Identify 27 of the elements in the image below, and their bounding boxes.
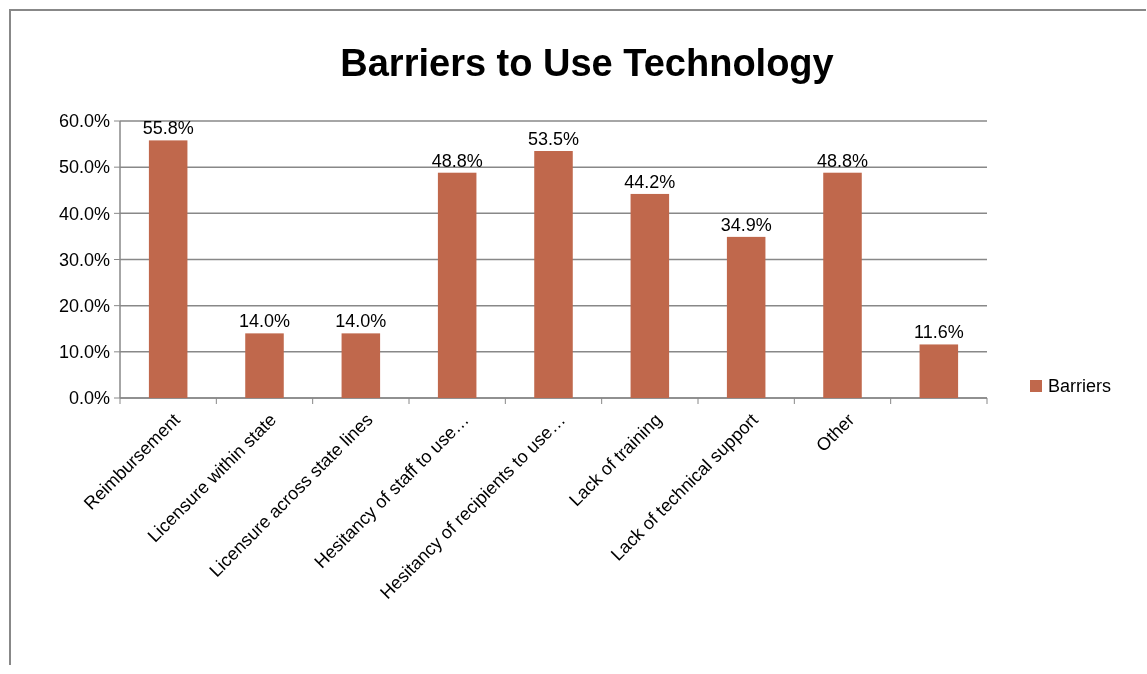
y-tick-label: 30.0% <box>58 249 110 270</box>
legend-label: Barriers <box>1048 376 1112 397</box>
bar <box>534 151 573 398</box>
data-label: 14.0% <box>238 311 291 332</box>
bar <box>245 333 284 398</box>
data-label: 34.9% <box>720 214 772 235</box>
y-tick-label: 10.0% <box>58 342 110 363</box>
data-label: 55.8% <box>142 118 194 139</box>
data-label: 14.0% <box>335 311 387 332</box>
bar <box>919 344 959 398</box>
data-label: 53.5% <box>527 129 580 150</box>
data-label: 48.8% <box>816 150 869 171</box>
y-tick-label: 0.0% <box>68 388 110 409</box>
bar <box>630 193 670 398</box>
bar <box>823 172 862 398</box>
bar <box>148 140 188 398</box>
y-tick-label: 50.0% <box>58 157 110 178</box>
chart-title: Barriers to Use Technology <box>340 42 834 84</box>
bar <box>341 333 381 398</box>
y-tick-label: 20.0% <box>58 295 110 316</box>
data-label: 11.6% <box>913 322 964 343</box>
bar <box>726 236 766 398</box>
bar <box>437 172 477 398</box>
data-label: 48.8% <box>431 150 483 171</box>
y-tick-label: 40.0% <box>58 203 110 224</box>
data-label: 44.2% <box>624 171 676 192</box>
y-tick-label: 60.0% <box>58 111 110 132</box>
